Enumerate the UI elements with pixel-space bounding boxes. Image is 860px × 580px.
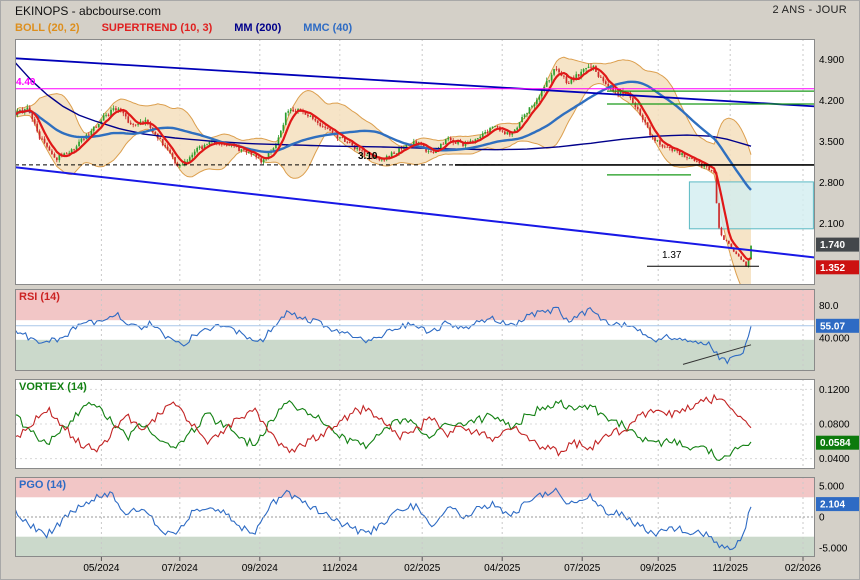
legend-item-supertrend[interactable]: SUPERTREND (10, 3) [101,22,213,34]
bollinger-band-fill [15,57,751,285]
pgo-value-badge-text: 2.104 [820,500,845,511]
date-label: 11/2025 [712,563,748,574]
rsi-zone-band [15,289,815,321]
pgo-axis-tick-label: -5.000 [819,543,848,554]
date-label: 05/2024 [83,563,120,574]
vortex-panel-border [15,379,815,469]
date-label: 02/2026 [785,563,822,574]
price-axis-tick-label: 2.100 [819,219,844,230]
upper-trendline [15,57,815,108]
price-axis-tick-label: 3.500 [819,137,844,148]
level-label-137: 1.37 [662,250,682,261]
level-label-310: 3.10 [358,151,378,162]
date-label: 09/2025 [640,563,677,574]
legend-item-mm200[interactable]: MM (200) [234,22,282,34]
price-value-badge [816,260,859,275]
pgo-panel-title: PGO (14) [19,479,67,491]
pgo-line [15,487,752,551]
rsi-panel-title: RSI (14) [19,291,60,303]
price-axis-tick-label: 2.800 [819,178,844,189]
vortex-value-badge-text: 0.0584 [820,438,851,449]
indicator-legend: BOLL (20, 2) SUPERTREND (10, 3) MM (200)… [15,22,352,34]
lower-trendline [15,166,815,259]
price-value-badge [816,237,859,252]
supertrend-line [15,67,752,261]
rsi-panel-border [15,289,815,371]
legend-item-mmc40[interactable]: MMC (40) [303,22,353,34]
page-title: EKINOPS - abcbourse.com [15,4,162,18]
vortex-value-badge [816,435,859,450]
pgo-axis-tick-label: 5.000 [819,482,844,493]
date-label: 09/2024 [242,563,279,574]
vortex-minus-line [15,393,752,457]
pgo-zone-band [15,536,815,557]
pgo-panel-border [15,477,815,557]
price-panel-border [15,39,815,285]
period-label: 2 ANS - JOUR [772,4,847,16]
mmc40-line [15,80,752,191]
price-axis-tick-label: 4.900 [819,55,844,66]
price-value-badge-text: 1.352 [820,263,845,274]
pgo-zone-band [15,477,815,498]
header-bar: EKINOPS - abcbourse.com 2 ANS - JOUR [15,4,847,18]
legend-item-bollinger[interactable]: BOLL (20, 2) [15,22,80,34]
rsi-value-badge-text: 55.07 [820,321,845,332]
date-label: 07/2025 [564,563,601,574]
vortex-axis-tick-label: 0.0800 [819,420,850,431]
date-label: 07/2024 [162,563,199,574]
pgo-value-badge [816,497,859,512]
price-value-badge-text: 1.740 [820,240,845,251]
level-label-440: 4.40 [16,77,36,88]
date-label: 04/2025 [484,563,521,574]
rsi-zone-band [15,339,815,371]
vortex-axis-tick-label: 0.1200 [819,385,850,396]
price-axis-tick-label: 4.200 [819,96,844,107]
target-projection-box [688,181,814,230]
rsi-trendline [682,344,752,365]
vortex-panel-title: VORTEX (14) [19,381,87,393]
pgo-axis-tick-label: 0 [819,513,825,524]
rsi-value-badge [816,318,859,333]
rsi-axis-tick-label: 80.0 [819,301,839,312]
date-label: 02/2025 [404,563,441,574]
vortex-axis-tick-label: 0.0400 [819,454,850,465]
date-label: 11/2024 [322,563,358,574]
rsi-axis-tick-label: 40.000 [819,334,850,345]
